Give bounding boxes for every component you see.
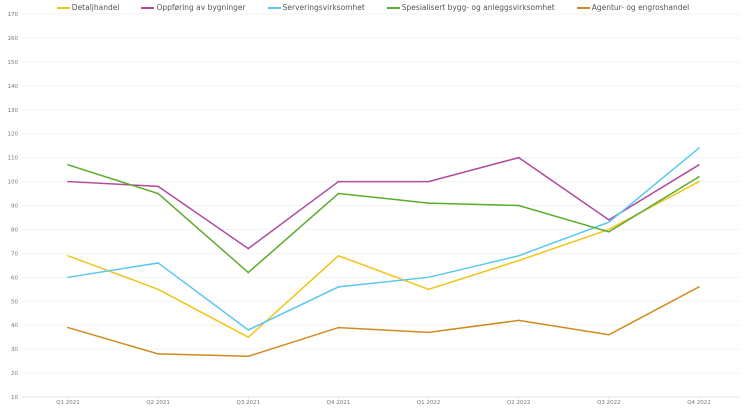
data-point: [608, 231, 610, 233]
legend-item[interactable]: Agentur- og engroshandel: [576, 3, 690, 12]
y-tick-label: 170: [8, 12, 19, 18]
legend-item[interactable]: Spesialisert bygg- og anleggsvirksomhet: [386, 3, 555, 12]
data-point: [608, 219, 610, 221]
y-tick-label: 80: [11, 227, 18, 233]
data-point: [67, 276, 69, 279]
data-point: [698, 286, 700, 288]
data-point: [608, 333, 610, 336]
data-point: [67, 326, 69, 329]
x-tick-label: Q2 2022: [507, 400, 531, 406]
data-point: [247, 271, 250, 274]
series-line-4: [67, 286, 700, 358]
data-point: [247, 336, 250, 338]
data-point: [517, 319, 520, 322]
data-point: [517, 254, 520, 257]
legend-swatch: [267, 6, 281, 9]
data-point: [517, 259, 520, 262]
x-tick-label: Q1 2022: [417, 400, 441, 406]
y-tick-label: 90: [11, 204, 18, 210]
x-tick-label: Q4 2021: [327, 400, 351, 406]
legend-swatch: [576, 6, 590, 9]
y-tick-label: 10: [11, 395, 18, 401]
y-tick-label: 20: [11, 371, 18, 377]
data-point: [427, 202, 430, 204]
y-tick-label: 130: [8, 108, 19, 114]
data-point: [67, 254, 69, 257]
y-tick-label: 40: [11, 323, 18, 329]
legend-label: Agentur- og engroshandel: [591, 3, 690, 12]
data-point: [698, 175, 700, 178]
x-tick-label: Q3 2021: [236, 400, 260, 406]
y-tick-label: 120: [8, 132, 19, 138]
y-tick-label: 100: [8, 180, 19, 186]
data-point: [157, 192, 159, 195]
data-point: [517, 156, 520, 159]
x-tick-label: Q3 2022: [597, 400, 621, 406]
x-tick-label: Q1 2021: [56, 400, 80, 406]
data-point: [247, 355, 250, 358]
legend-swatch: [141, 6, 155, 9]
data-point: [157, 185, 159, 188]
legend-item[interactable]: Serveringsvirksomhet: [267, 3, 365, 12]
data-point: [698, 147, 700, 149]
y-tick-label: 60: [11, 275, 18, 281]
data-point: [157, 353, 159, 355]
legend-item[interactable]: Oppføring av bygninger: [141, 3, 246, 12]
legend-label: Oppføring av bygninger: [156, 3, 246, 12]
x-tick-label: Q2 2021: [146, 400, 170, 406]
y-tick-label: 160: [8, 36, 19, 42]
series-line-3: [67, 164, 700, 274]
data-point: [337, 254, 340, 257]
data-point: [427, 288, 430, 291]
data-point: [337, 180, 340, 183]
y-tick-label: 70: [11, 251, 18, 257]
legend-swatch: [56, 6, 70, 9]
data-point: [427, 331, 430, 334]
data-point: [67, 164, 69, 166]
y-tick-label: 30: [11, 347, 18, 353]
legend-label: Spesialisert bygg- og anleggsvirksomhet: [401, 3, 555, 12]
data-point: [247, 329, 250, 331]
series-line-2: [67, 147, 700, 331]
data-point: [337, 326, 340, 329]
data-point: [337, 286, 340, 288]
data-point: [698, 180, 700, 183]
data-point: [517, 204, 520, 207]
data-point: [67, 180, 69, 183]
data-point: [608, 221, 610, 224]
data-point: [157, 288, 159, 291]
data-point: [608, 228, 610, 231]
data-point: [247, 247, 250, 250]
data-point: [427, 180, 430, 183]
y-tick-label: 140: [8, 84, 19, 90]
legend-swatch: [386, 6, 400, 9]
series-line-0: [67, 180, 700, 339]
data-point: [698, 164, 700, 166]
legend-label: Serveringsvirksomhet: [282, 3, 365, 12]
data-point: [337, 192, 340, 195]
chart-legend: Detaljhandel Oppføring av bygninger Server…: [0, 3, 746, 12]
legend-item[interactable]: Detaljhandel: [56, 3, 120, 12]
y-tick-label: 110: [8, 156, 19, 162]
series-line-1: [67, 156, 700, 250]
legend-label: Detaljhandel: [71, 3, 120, 12]
data-point: [157, 262, 159, 264]
data-point: [427, 276, 430, 279]
x-tick-label: Q4 2022: [687, 400, 711, 406]
y-tick-label: 150: [8, 60, 19, 66]
y-tick-label: 50: [11, 299, 18, 305]
